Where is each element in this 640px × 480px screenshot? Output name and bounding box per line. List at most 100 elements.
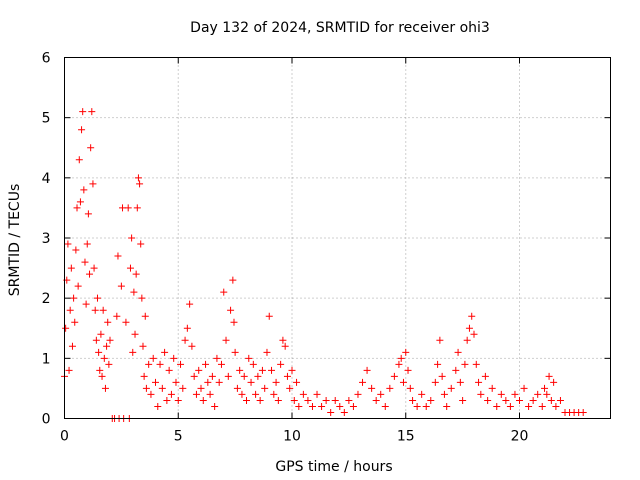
data-point [103, 342, 111, 350]
data-point [547, 396, 555, 404]
data-point [202, 360, 210, 368]
data-point [545, 372, 553, 380]
data-point [177, 360, 185, 368]
data-point [131, 330, 139, 338]
data-point [277, 360, 285, 368]
data-point [188, 342, 196, 350]
data-point [349, 402, 357, 410]
data-point [438, 372, 446, 380]
data-points [61, 108, 587, 422]
grid-lines [64, 57, 611, 419]
data-point [167, 390, 175, 398]
data-point [90, 264, 98, 272]
data-point [402, 348, 410, 356]
data-point [172, 378, 180, 386]
data-point [520, 384, 528, 392]
data-point [345, 396, 353, 404]
data-point [122, 318, 130, 326]
data-point [204, 378, 212, 386]
data-point [96, 366, 104, 374]
data-point [161, 348, 169, 356]
data-point [252, 390, 260, 398]
data-point [197, 384, 205, 392]
data-point [272, 378, 280, 386]
data-point [199, 396, 207, 404]
data-point [233, 384, 241, 392]
data-point [454, 348, 462, 356]
data-point [493, 402, 501, 410]
y-tick-label: 4 [42, 171, 51, 187]
data-point [459, 396, 467, 404]
data-point [134, 174, 142, 182]
data-point [529, 396, 537, 404]
data-point [502, 396, 510, 404]
data-point [340, 408, 348, 416]
data-point [101, 384, 109, 392]
data-point [404, 366, 412, 374]
data-point [579, 408, 587, 416]
data-point [106, 336, 114, 344]
data-point [286, 384, 294, 392]
data-point [72, 246, 80, 254]
data-point [91, 306, 99, 314]
data-point [261, 384, 269, 392]
data-point [163, 396, 171, 404]
data-point [70, 294, 78, 302]
data-point [354, 390, 362, 398]
data-point [452, 366, 460, 374]
data-point [132, 270, 140, 278]
data-point [76, 198, 84, 206]
data-point [156, 360, 164, 368]
data-point [363, 366, 371, 374]
data-point [238, 390, 246, 398]
data-point [181, 336, 189, 344]
data-point [141, 312, 149, 320]
data-point [154, 402, 162, 410]
data-point [66, 306, 74, 314]
data-point [488, 384, 496, 392]
data-point [74, 282, 82, 290]
data-point [220, 288, 228, 296]
data-point [268, 366, 276, 374]
data-point [195, 366, 203, 374]
data-point [465, 324, 473, 332]
data-point [65, 366, 73, 374]
data-point [395, 360, 403, 368]
x-tick-label: 10 [283, 429, 301, 445]
data-point [470, 330, 478, 338]
data-point [456, 378, 464, 386]
data-point [83, 240, 91, 248]
data-point [227, 306, 235, 314]
data-point [138, 294, 146, 302]
data-point [318, 402, 326, 410]
y-tick-label: 6 [42, 51, 51, 67]
data-point [128, 234, 136, 242]
y-axis-ticks: 0 1 2 3 4 5 6 [42, 51, 611, 428]
data-point [308, 402, 316, 410]
data-point [230, 318, 238, 326]
data-point [413, 402, 421, 410]
data-point [359, 378, 367, 386]
y-axis-label: SRMTID / TECUs [7, 184, 23, 297]
data-point [431, 378, 439, 386]
data-point [179, 384, 187, 392]
data-point [247, 378, 255, 386]
data-point [133, 204, 141, 212]
x-tick-label: 20 [511, 429, 529, 445]
data-point [99, 306, 107, 314]
data-point [322, 396, 330, 404]
data-point [516, 396, 523, 404]
data-point [463, 336, 471, 344]
data-point [484, 396, 492, 404]
data-point [281, 342, 289, 350]
data-point [258, 366, 266, 374]
data-point [130, 288, 138, 296]
data-point [93, 294, 101, 302]
data-point [249, 360, 257, 368]
data-point [336, 402, 344, 410]
x-tick-label: 5 [174, 429, 183, 445]
data-point [126, 264, 134, 272]
data-point [556, 396, 564, 404]
data-point [165, 366, 173, 374]
data-point [436, 336, 444, 344]
